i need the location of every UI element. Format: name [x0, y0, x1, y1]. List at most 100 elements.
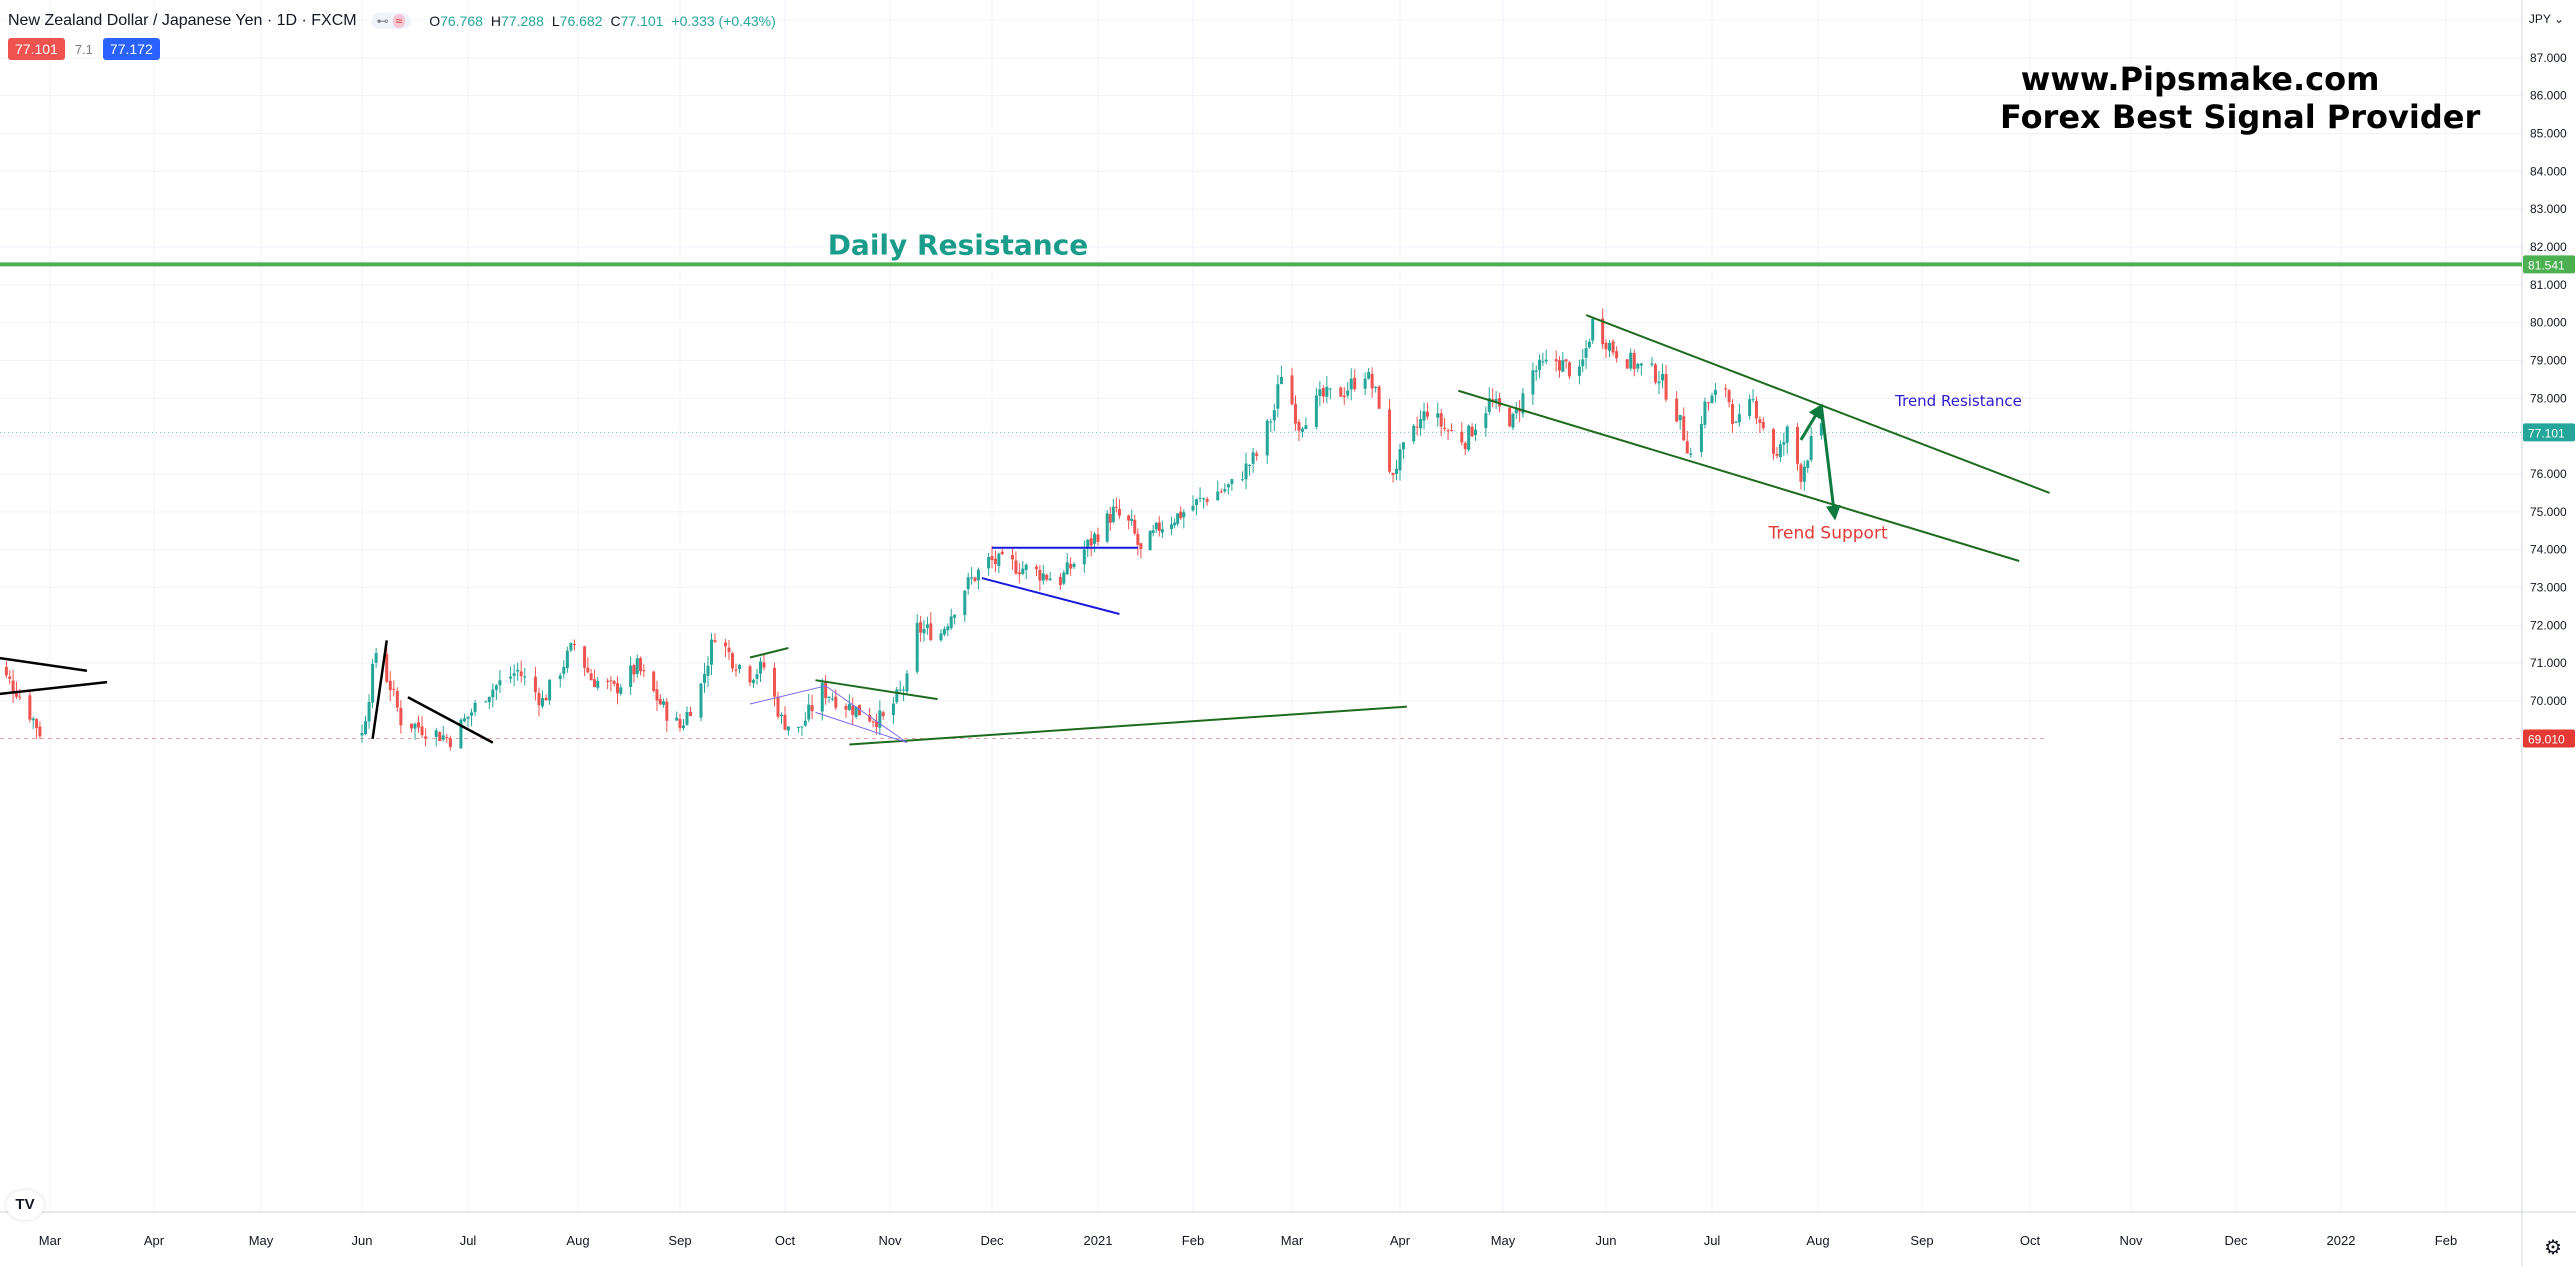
candle-body: [1300, 428, 1304, 432]
candle-body: [583, 646, 587, 668]
candle-body: [997, 553, 1001, 566]
candle-body: [844, 705, 848, 710]
candle-body: [371, 664, 375, 703]
candle-body: [1508, 407, 1512, 427]
candle-body: [388, 680, 392, 691]
candle-body: [360, 733, 364, 736]
candle-body: [1346, 390, 1350, 396]
candle-body: [803, 720, 807, 726]
candle-body: [652, 671, 656, 691]
candle-body: [1567, 362, 1571, 377]
candle-body: [1276, 384, 1280, 409]
candle-body: [487, 696, 491, 703]
candle-body: [970, 577, 974, 579]
candle-body: [629, 665, 633, 687]
candle-body: [1657, 381, 1661, 384]
candle-body: [1799, 464, 1803, 482]
candle-body: [1241, 479, 1244, 481]
candle-body: [1014, 560, 1018, 574]
candle-body: [1139, 543, 1143, 550]
candle-body: [18, 696, 22, 698]
y-tick-label: 70.000: [2530, 694, 2567, 708]
y-tick-label: 86.000: [2530, 89, 2567, 103]
candle-body: [1661, 373, 1665, 381]
candle-body: [1731, 404, 1735, 424]
candle-body: [1114, 506, 1118, 508]
candle-body: [459, 719, 463, 749]
symbol-title[interactable]: New Zealand Dollar / Japanese Yen · 1D ·…: [8, 12, 357, 29]
candle-body: [807, 704, 811, 720]
annotation-trend-resistance: Trend Resistance: [1894, 392, 2022, 410]
candle-body: [1325, 386, 1329, 397]
candle-body: [632, 665, 636, 675]
candle-body: [834, 696, 838, 708]
tradingview-logo-icon[interactable]: TV: [6, 1190, 44, 1220]
candle-body: [392, 688, 396, 690]
y-tick-label: 75.000: [2530, 505, 2567, 519]
trend-support-line: [1458, 389, 2020, 562]
candle-body: [642, 670, 646, 672]
candle-body: [976, 569, 980, 581]
candle-body: [367, 701, 371, 722]
candle-body: [1216, 491, 1220, 501]
candle-body: [1065, 562, 1069, 575]
candle-body: [783, 714, 787, 730]
eye-icon[interactable]: ⊷: [376, 14, 389, 28]
y-tick-label: 74.000: [2530, 543, 2567, 557]
candle-body: [1587, 341, 1591, 348]
candle-body: [1601, 318, 1605, 345]
up-arrow: [1799, 403, 1823, 441]
price-axis-badge: [2523, 255, 2575, 274]
candle-body: [544, 697, 548, 701]
candle-body: [470, 712, 474, 716]
candle-body: [1058, 576, 1062, 586]
black-line-4: [371, 640, 388, 740]
indicator-pill[interactable]: ⊷ ≈: [370, 13, 412, 29]
candle-body: [606, 680, 610, 683]
candle-body: [1157, 522, 1161, 531]
candle-body: [1151, 530, 1155, 534]
y-tick-label: 79.000: [2530, 354, 2567, 368]
candle-body: [1467, 425, 1471, 450]
candle-body: [1689, 453, 1693, 455]
candle-body: [1795, 427, 1799, 464]
candle-body: [1293, 404, 1297, 424]
candle-body: [38, 726, 42, 737]
candle-body: [1761, 421, 1765, 429]
candle-body: [417, 722, 421, 728]
candle-body: [874, 721, 878, 727]
candle-body: [589, 673, 593, 681]
candle-body: [1538, 359, 1542, 371]
candle-body: [8, 676, 12, 679]
wave-icon: ≈: [392, 14, 406, 28]
candle-body: [895, 689, 899, 703]
candle-body: [1636, 363, 1640, 369]
gear-icon[interactable]: ⚙: [2544, 1237, 2562, 1259]
candle-body: [1412, 425, 1416, 442]
price-axis-badge: [2523, 729, 2575, 748]
candle-body: [797, 727, 801, 729]
candle-body: [1374, 386, 1378, 388]
candle-body: [1734, 421, 1738, 423]
x-tick-label: Oct: [2020, 1233, 2041, 1248]
long-green-trendline: [849, 705, 1407, 746]
candle-body: [413, 723, 417, 729]
candle-body: [1775, 453, 1779, 456]
sell-button[interactable]: 77.101: [8, 38, 65, 60]
candle-body: [703, 673, 706, 683]
candle-body: [689, 712, 692, 717]
candle-body: [639, 657, 643, 672]
candle-body: [1778, 444, 1782, 458]
candle-body: [1342, 395, 1346, 397]
buy-button[interactable]: 77.172: [102, 38, 160, 60]
x-tick-label: Feb: [2435, 1233, 2457, 1248]
candle-body: [1096, 534, 1100, 542]
x-tick-label: Aug: [1806, 1233, 1829, 1248]
candle-body: [1202, 498, 1206, 500]
down-arrow: [1819, 405, 1841, 521]
candle-body: [1484, 413, 1488, 429]
candle-body: [1785, 426, 1789, 443]
candle-body: [1272, 410, 1276, 421]
currency-button[interactable]: JPY ⌄: [2522, 10, 2570, 28]
